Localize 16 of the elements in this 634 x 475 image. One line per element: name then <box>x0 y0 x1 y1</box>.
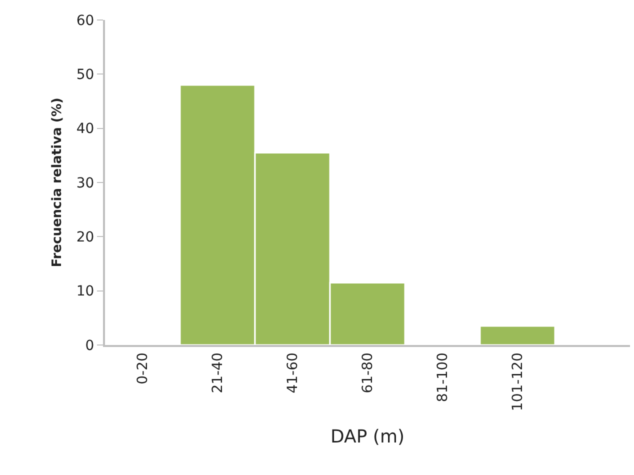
x-tick-label: 81-100 <box>435 352 452 402</box>
y-tick-label: 40 <box>76 121 94 138</box>
bar <box>479 325 556 345</box>
y-tick-label: 50 <box>76 67 94 84</box>
x-tick-label: 21-40 <box>210 352 226 394</box>
x-axis-title: DAP (m) <box>330 426 405 448</box>
y-axis-title: Frecuencia relativa (%) <box>50 98 65 268</box>
y-tick-label: 20 <box>76 230 94 246</box>
x-tick-label: 61-80 <box>360 352 376 394</box>
y-tick-label: 60 <box>76 12 94 29</box>
x-tick-label: 101-120 <box>510 352 526 412</box>
x-tick-label: 41-60 <box>285 352 302 394</box>
y-tick-label: 30 <box>76 175 94 192</box>
y-tick-label: 10 <box>76 284 94 300</box>
x-tick-label: 0-20 <box>135 352 152 384</box>
y-tick-label: 0 <box>85 338 94 354</box>
